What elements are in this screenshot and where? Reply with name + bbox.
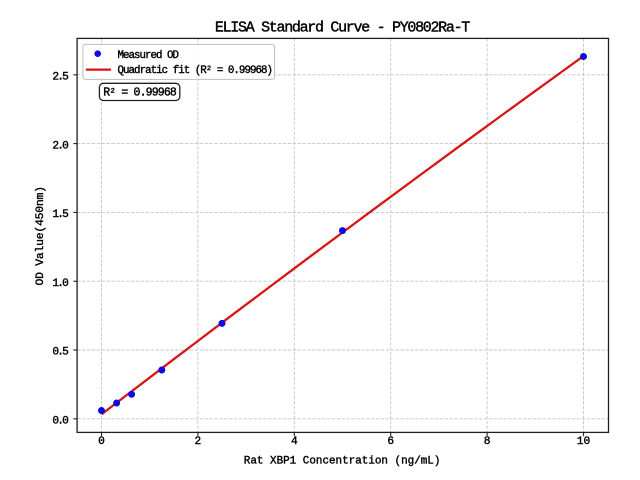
svg-text:1.5: 1.5: [52, 209, 68, 221]
svg-text:1.0: 1.0: [52, 278, 69, 290]
svg-text:0.0: 0.0: [52, 416, 69, 428]
svg-text:2.0: 2.0: [52, 140, 69, 152]
svg-text:6: 6: [387, 436, 394, 448]
svg-text:2: 2: [195, 436, 202, 448]
svg-text:8: 8: [484, 436, 491, 448]
svg-text:R² = 0.99968: R² = 0.99968: [103, 87, 177, 100]
svg-text:10: 10: [577, 436, 591, 448]
svg-text:0: 0: [98, 436, 105, 448]
svg-text:0.5: 0.5: [52, 347, 68, 359]
svg-text:Measured OD: Measured OD: [118, 50, 180, 62]
svg-text:Rat XBP1 Concentration (ng/mL): Rat XBP1 Concentration (ng/mL): [244, 456, 441, 468]
svg-text:Quadratic fit (R² = 0.99968): Quadratic fit (R² = 0.99968): [118, 65, 274, 77]
svg-text:ELISA Standard Curve - PY0802R: ELISA Standard Curve - PY0802Ra-T: [215, 19, 470, 36]
svg-text:4: 4: [291, 436, 298, 448]
svg-text:OD Value(450nm): OD Value(450nm): [35, 186, 47, 285]
svg-text:2.5: 2.5: [52, 72, 68, 84]
